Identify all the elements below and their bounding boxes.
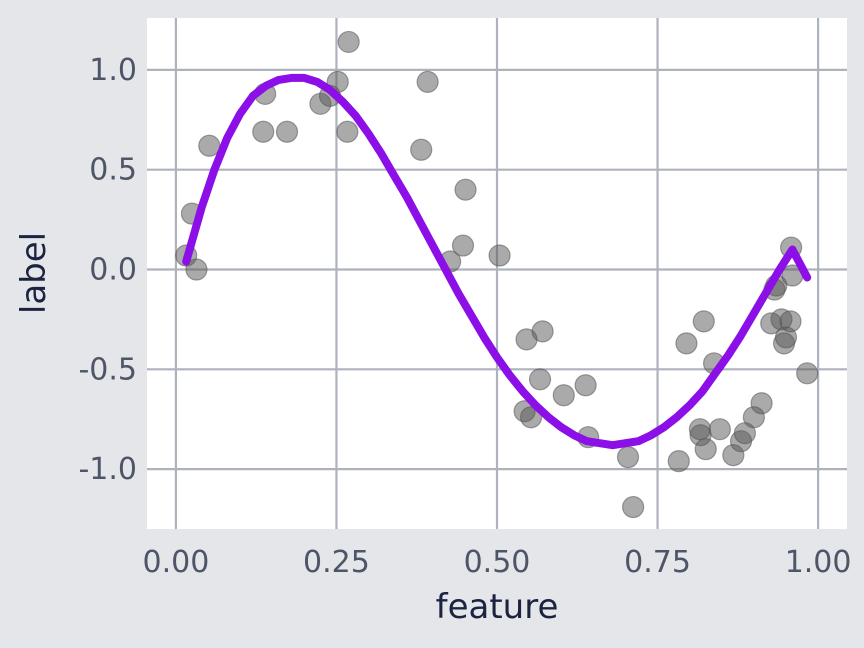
x-axis-title: feature	[436, 587, 559, 627]
data-point	[451, 234, 475, 257]
data-point	[675, 332, 698, 355]
data-point	[252, 120, 275, 143]
y-tick-label: -0.5	[78, 352, 137, 387]
data-point	[336, 120, 359, 143]
data-point	[337, 30, 360, 54]
data-point	[616, 446, 640, 469]
data-point	[667, 450, 690, 473]
data-point	[528, 368, 552, 391]
data-point	[574, 374, 597, 397]
y-tick-label: 0.5	[89, 153, 137, 188]
data-point	[708, 418, 731, 441]
data-point	[454, 178, 477, 201]
data-point	[416, 70, 439, 93]
y-tick-labels: -1.0 -0.5 0.0 0.5 1.0	[78, 53, 137, 487]
x-tick-label: 0.00	[143, 545, 210, 580]
data-point	[694, 438, 717, 461]
fitted-curve	[182, 73, 812, 450]
data-point	[410, 138, 433, 161]
data-point	[779, 310, 802, 333]
y-axis-title: label	[14, 232, 54, 314]
data-point	[488, 244, 511, 267]
data-point	[519, 406, 543, 429]
x-tick-label: 0.25	[303, 545, 370, 580]
grid-lines	[147, 18, 847, 529]
data-point	[185, 258, 208, 281]
data-point	[552, 384, 575, 407]
data-point	[750, 392, 773, 415]
data-point	[531, 320, 554, 343]
x-tick-label: 1.00	[785, 545, 852, 580]
data-point	[622, 495, 645, 519]
y-tick-label: 0.0	[89, 253, 137, 288]
data-point	[796, 362, 819, 385]
y-tick-label: -1.0	[78, 452, 137, 487]
fit-curve-line	[182, 73, 812, 450]
data-point	[198, 134, 221, 157]
data-point	[692, 310, 715, 333]
x-tick-labels: 0.00 0.25 0.50 0.75 1.00	[143, 545, 852, 580]
y-tick-label: 1.0	[89, 53, 137, 88]
x-tick-label: 0.75	[624, 545, 691, 580]
x-tick-label: 0.50	[464, 545, 531, 580]
data-point	[275, 120, 299, 143]
